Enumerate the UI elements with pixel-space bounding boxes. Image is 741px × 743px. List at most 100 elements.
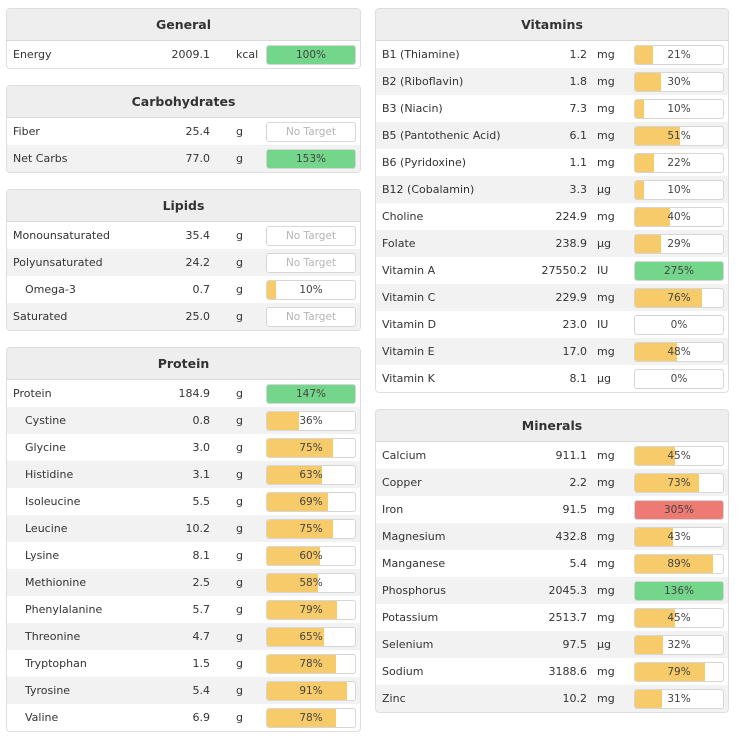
nutrient-row-phenylalanine[interactable]: Phenylalanine 5.7 g 79% (7, 596, 360, 623)
nutrient-amount: 3.1 (192, 468, 211, 481)
nutrient-row-saturated[interactable]: Saturated 25.0 g No Target (7, 303, 360, 330)
progress-percent-label: 78% (299, 658, 323, 670)
progress-percent-label: 78% (299, 712, 323, 724)
nutrient-row-manganese[interactable]: Manganese 5.4 mg 89% (376, 550, 728, 577)
nutrient-amount: 2513.7 (548, 611, 588, 624)
nutrient-row-vitamin-d[interactable]: Vitamin D 23.0 IU 0% (376, 311, 728, 338)
nutrient-row-zinc[interactable]: Zinc 10.2 mg 31% (376, 685, 728, 712)
nutrient-unit: g (236, 441, 243, 454)
nutrient-amount: 3.0 (192, 441, 211, 454)
progress-percent-label: 21% (667, 49, 691, 61)
nutrient-row-vitamin-k[interactable]: Vitamin K 8.1 µg 0% (376, 365, 728, 392)
nutrient-row-energy[interactable]: Energy 2009.1 kcal 100% (7, 41, 360, 68)
nutrient-row-selenium[interactable]: Selenium 97.5 µg 32% (376, 631, 728, 658)
nutrient-row-vitamin-c[interactable]: Vitamin C 229.9 mg 76% (376, 284, 728, 311)
nutrient-unit: mg (597, 291, 615, 304)
nutrient-row-valine[interactable]: Valine 6.9 g 78% (7, 704, 360, 731)
target-progress-bar: 63% (266, 465, 356, 485)
target-progress-bar: 30% (634, 72, 724, 92)
progress-fill (267, 628, 325, 646)
nutrient-row-threonine[interactable]: Threonine 4.7 g 65% (7, 623, 360, 650)
nutrient-row-folate[interactable]: Folate 238.9 µg 29% (376, 230, 728, 257)
nutrient-row-net-carbs[interactable]: Net Carbs 77.0 g 153% (7, 145, 360, 172)
progress-percent-label: 79% (299, 604, 323, 616)
nutrient-row-tyrosine[interactable]: Tyrosine 5.4 g 91% (7, 677, 360, 704)
nutrient-row-lysine[interactable]: Lysine 8.1 g 60% (7, 542, 360, 569)
nutrient-row-b5-pantothenic-acid[interactable]: B5 (Pantothenic Acid) 6.1 mg 51% (376, 122, 728, 149)
panel-title: Protein (157, 356, 210, 371)
nutrient-amount: 5.4 (569, 557, 588, 570)
progress-percent-label: 63% (299, 469, 323, 481)
nutrient-name: Protein (13, 387, 52, 400)
nutrient-amount: 17.0 (562, 345, 588, 358)
target-progress-bar: 147% (266, 384, 356, 404)
nutrient-row-potassium[interactable]: Potassium 2513.7 mg 45% (376, 604, 728, 631)
nutrient-name: Vitamin E (382, 345, 435, 358)
nutrient-unit: mg (597, 345, 615, 358)
panel-protein: Protein Protein 184.9 g 147% Cystine 0.8 g 36% Gl… (6, 347, 361, 732)
nutrient-row-phosphorus[interactable]: Phosphorus 2045.3 mg 136% (376, 577, 728, 604)
target-progress-bar: 69% (266, 492, 356, 512)
nutrient-row-vitamin-e[interactable]: Vitamin E 17.0 mg 48% (376, 338, 728, 365)
nutrient-row-polyunsaturated[interactable]: Polyunsaturated 24.2 g No Target (7, 249, 360, 276)
nutrient-row-omega-3[interactable]: Omega-3 0.7 g 10% (7, 276, 360, 303)
nutrient-row-calcium[interactable]: Calcium 911.1 mg 45% (376, 442, 728, 469)
progress-fill (635, 663, 705, 681)
nutrient-row-sodium[interactable]: Sodium 3188.6 mg 79% (376, 658, 728, 685)
nutrient-unit: mg (597, 665, 615, 678)
nutrient-unit: mg (597, 156, 615, 169)
nutrient-row-b1-thiamine[interactable]: B1 (Thiamine) 1.2 mg 21% (376, 41, 728, 68)
nutrient-row-b12-cobalamin[interactable]: B12 (Cobalamin) 3.3 µg 10% (376, 176, 728, 203)
nutrient-unit: mg (597, 48, 615, 61)
nutrient-row-b2-riboflavin[interactable]: B2 (Riboflavin) 1.8 mg 30% (376, 68, 728, 95)
progress-percent-label: 10% (667, 184, 691, 196)
nutrient-row-cystine[interactable]: Cystine 0.8 g 36% (7, 407, 360, 434)
nutrient-unit: g (236, 549, 243, 562)
progress-fill (267, 150, 355, 168)
nutrient-unit: mg (597, 692, 615, 705)
nutrient-row-protein[interactable]: Protein 184.9 g 147% (7, 380, 360, 407)
nutrient-row-leucine[interactable]: Leucine 10.2 g 75% (7, 515, 360, 542)
nutrient-row-vitamin-a[interactable]: Vitamin A 27550.2 IU 275% (376, 257, 728, 284)
target-progress-bar: 58% (266, 573, 356, 593)
target-progress-bar: 75% (266, 519, 356, 539)
nutrient-row-tryptophan[interactable]: Tryptophan 1.5 g 78% (7, 650, 360, 677)
target-progress-bar: 0% (634, 369, 724, 389)
nutrient-row-glycine[interactable]: Glycine 3.0 g 75% (7, 434, 360, 461)
nutrient-row-magnesium[interactable]: Magnesium 432.8 mg 43% (376, 523, 728, 550)
nutrient-row-copper[interactable]: Copper 2.2 mg 73% (376, 469, 728, 496)
nutrient-amount: 238.9 (555, 237, 588, 250)
target-progress-bar: No Target (266, 226, 356, 246)
nutrient-row-monounsaturated[interactable]: Monounsaturated 35.4 g No Target (7, 222, 360, 249)
progress-fill (635, 636, 664, 654)
progress-fill (635, 154, 655, 172)
progress-percent-label: 73% (667, 477, 691, 489)
nutrient-unit: mg (597, 530, 615, 543)
nutrient-row-histidine[interactable]: Histidine 3.1 g 63% (7, 461, 360, 488)
nutrient-row-isoleucine[interactable]: Isoleucine 5.5 g 69% (7, 488, 360, 515)
nutrient-amount: 224.9 (555, 210, 588, 223)
target-progress-bar: 51% (634, 126, 724, 146)
target-progress-bar: 45% (634, 446, 724, 466)
target-progress-bar: 10% (634, 99, 724, 119)
progress-fill (635, 501, 723, 519)
panel-title: General (156, 17, 211, 32)
nutrient-row-b6-pyridoxine[interactable]: B6 (Pyridoxine) 1.1 mg 22% (376, 149, 728, 176)
nutrient-amount: 911.1 (555, 449, 588, 462)
general-header: General (7, 9, 360, 41)
target-progress-bar: 76% (634, 288, 724, 308)
nutrient-row-methionine[interactable]: Methionine 2.5 g 58% (7, 569, 360, 596)
nutrient-amount: 91.5 (562, 503, 588, 516)
progress-fill (267, 547, 320, 565)
nutrient-row-b3-niacin[interactable]: B3 (Niacin) 7.3 mg 10% (376, 95, 728, 122)
nutrient-row-fiber[interactable]: Fiber 25.4 g No Target (7, 118, 360, 145)
progress-percent-label: 32% (667, 639, 691, 651)
nutrient-row-choline[interactable]: Choline 224.9 mg 40% (376, 203, 728, 230)
target-progress-bar: 45% (634, 608, 724, 628)
nutrient-name: Threonine (25, 630, 81, 643)
nutrient-name: B12 (Cobalamin) (382, 183, 475, 196)
nutrient-name: Cystine (25, 414, 67, 427)
nutrient-row-iron[interactable]: Iron 91.5 mg 305% (376, 496, 728, 523)
target-progress-bar: 0% (634, 315, 724, 335)
progress-fill (267, 709, 336, 727)
